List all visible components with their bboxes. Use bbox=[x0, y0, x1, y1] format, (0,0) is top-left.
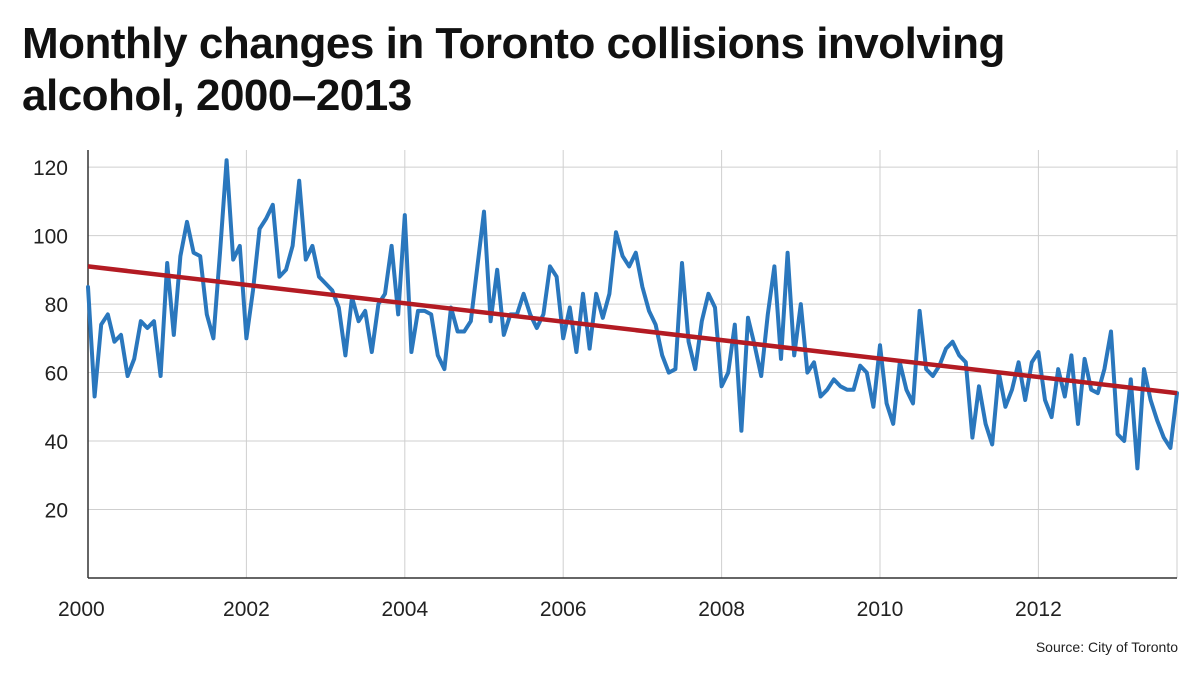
y-tick-label: 120 bbox=[33, 157, 68, 180]
label-layer: 20 40 60 80 100 120 2000 2002 2004 2006 2008 2010 20… bbox=[33, 157, 1062, 621]
y-tick-label: 60 bbox=[45, 363, 68, 386]
x-tick-label: 2006 bbox=[540, 598, 587, 621]
chart-title: Monthly changes in Toronto collisions in… bbox=[22, 19, 1005, 120]
x-tick-label: 2000 bbox=[58, 598, 105, 621]
y-tick-label: 40 bbox=[45, 431, 68, 454]
y-tick-label: 100 bbox=[33, 226, 68, 249]
x-tick-label: 2008 bbox=[698, 598, 745, 621]
x-tick-label: 2002 bbox=[223, 598, 270, 621]
y-tick-label: 20 bbox=[45, 500, 68, 523]
x-tick-label: 2010 bbox=[857, 598, 904, 621]
series-line-monthly-collisions bbox=[86, 158, 1179, 471]
x-tick-label: 2012 bbox=[1015, 598, 1062, 621]
axis-layer bbox=[87, 150, 1177, 579]
y-tick-label: 80 bbox=[45, 294, 68, 317]
x-tick-label: 2004 bbox=[381, 598, 428, 621]
trend-line bbox=[87, 264, 1178, 396]
grid-layer bbox=[87, 150, 1178, 578]
series-layer bbox=[86, 158, 1179, 471]
source-note: Source: City of Toronto bbox=[1035, 639, 1178, 655]
